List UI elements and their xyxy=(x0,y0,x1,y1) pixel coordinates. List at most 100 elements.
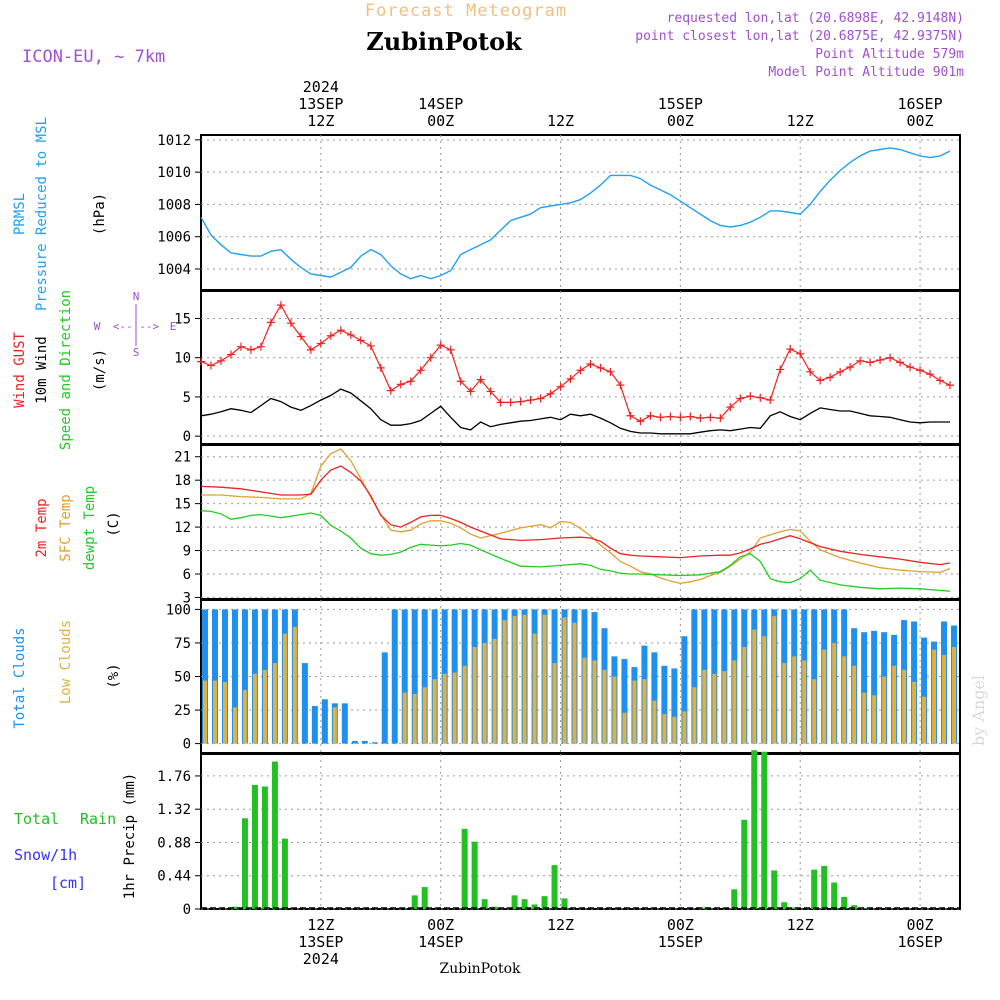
subtitle: Forecast Meteogram xyxy=(365,1,567,21)
gust-marker xyxy=(476,375,485,384)
total-cloud-bar xyxy=(401,609,408,744)
low-cloud-bar xyxy=(932,649,937,744)
low-cloud-bar xyxy=(472,646,477,744)
wind-label-10m: 10m Wind xyxy=(34,336,50,403)
low-cloud-bar xyxy=(262,669,267,744)
low-cloud-bar xyxy=(782,663,787,744)
time-label-top: 13SEP xyxy=(298,95,343,113)
panel-frames xyxy=(200,134,961,910)
low-cloud-bar xyxy=(292,626,297,744)
compass-n: N xyxy=(133,290,140,303)
low-cloud-bar xyxy=(792,656,797,744)
low-cloud-bar xyxy=(542,614,547,744)
time-label-top: 14SEP xyxy=(418,95,463,113)
pressure-line xyxy=(200,147,951,280)
low-cloud-bar xyxy=(462,665,467,744)
low-cloud-bar xyxy=(842,656,847,744)
low-cloud-bar xyxy=(572,622,577,744)
gust-marker xyxy=(236,342,245,351)
wind-speed-line xyxy=(200,388,950,435)
gust-marker xyxy=(556,382,565,391)
gust-marker xyxy=(796,349,805,358)
precip-bar xyxy=(411,895,418,909)
clouds-unit: (%) xyxy=(106,663,122,688)
precip-bar xyxy=(781,902,788,909)
gust-marker xyxy=(876,356,885,365)
time-label-bottom: 00Z xyxy=(667,916,694,934)
requested-coords: requested lon,lat (20.6898E, 42.9148N) xyxy=(667,11,964,26)
temp-label-dewpt: dewpt Temp xyxy=(82,486,98,570)
clouds-tick-label: 100 xyxy=(166,602,191,618)
total-cloud-bar xyxy=(691,609,698,744)
pressure-frame xyxy=(200,134,961,291)
total-cloud-bar xyxy=(371,742,378,744)
wind-label-speed-dir: Speed and Direction xyxy=(58,290,74,450)
temp-tick-label: 9 xyxy=(183,544,191,560)
total-cloud-bar xyxy=(311,706,318,744)
total-cloud-bar xyxy=(301,663,308,744)
low-cloud-bar xyxy=(692,687,697,744)
precip-label-cm: [cm] xyxy=(50,874,86,892)
low-cloud-bar xyxy=(442,673,447,744)
total-cloud-bar xyxy=(211,609,218,744)
low-cloud-bar xyxy=(592,660,597,744)
gust-marker xyxy=(826,373,835,382)
clouds-tick-label: 50 xyxy=(174,670,191,686)
precip-tick-label: 1.76 xyxy=(157,769,191,785)
precip-bar xyxy=(731,889,738,909)
precip-label-rain: Rain xyxy=(80,810,116,828)
gust-marker xyxy=(626,411,635,420)
precip-bar xyxy=(461,828,468,909)
precip-bar xyxy=(551,865,558,909)
low-cloud-bar xyxy=(742,646,747,744)
precip-tick-label: 0.44 xyxy=(157,869,191,885)
temp-unit: (C) xyxy=(106,511,122,536)
gust-marker xyxy=(216,356,225,365)
precip-bar xyxy=(861,908,868,909)
wind-compass: N S W E <--|--> xyxy=(94,290,177,359)
footer-station: ZubinPotok xyxy=(439,961,521,977)
gust-marker xyxy=(836,367,845,376)
time-label-top: 00Z xyxy=(907,112,934,130)
gust-marker xyxy=(197,357,205,366)
gust-marker xyxy=(566,374,575,383)
low-cloud-bar xyxy=(912,681,917,744)
gust-marker xyxy=(306,345,315,354)
gust-marker xyxy=(766,396,775,405)
gust-marker xyxy=(296,332,305,341)
gust-marker xyxy=(936,376,945,385)
total-cloud-bar xyxy=(202,609,208,744)
precip-bar xyxy=(531,904,538,909)
precip-bar xyxy=(791,907,798,909)
low-cloud-bar xyxy=(622,712,627,744)
gust-marker xyxy=(446,345,455,354)
wind-label-gust: Wind GUST xyxy=(12,332,28,408)
precip-bar xyxy=(521,899,528,909)
gust-marker xyxy=(286,319,295,328)
low-cloud-bar xyxy=(642,679,647,744)
low-cloud-bar xyxy=(252,673,257,744)
precip-bar xyxy=(771,870,778,909)
low-cloud-bar xyxy=(332,707,337,744)
gust-marker xyxy=(716,414,725,423)
wind-tick-label: 10 xyxy=(174,351,191,367)
low-cloud-bar xyxy=(722,671,727,744)
low-cloud-bar xyxy=(682,711,687,744)
total-cloud-bar xyxy=(681,636,688,744)
precip-bar xyxy=(761,751,768,909)
precip-bar xyxy=(271,761,278,909)
clouds-label-low: Low Clouds xyxy=(58,620,74,704)
low-cloud-bar xyxy=(422,687,427,744)
gust-marker xyxy=(596,363,605,372)
gust-marker xyxy=(486,387,495,396)
wind-unit: (m/s) xyxy=(92,349,108,391)
low-cloud-bar xyxy=(772,616,777,744)
gust-marker xyxy=(816,376,825,385)
time-label-bottom: 13SEP xyxy=(298,933,343,951)
temp2m-line xyxy=(200,465,951,566)
dewpt-line xyxy=(200,510,951,592)
low-cloud-bar xyxy=(532,633,537,744)
temp-tick-label: 3 xyxy=(183,590,191,606)
